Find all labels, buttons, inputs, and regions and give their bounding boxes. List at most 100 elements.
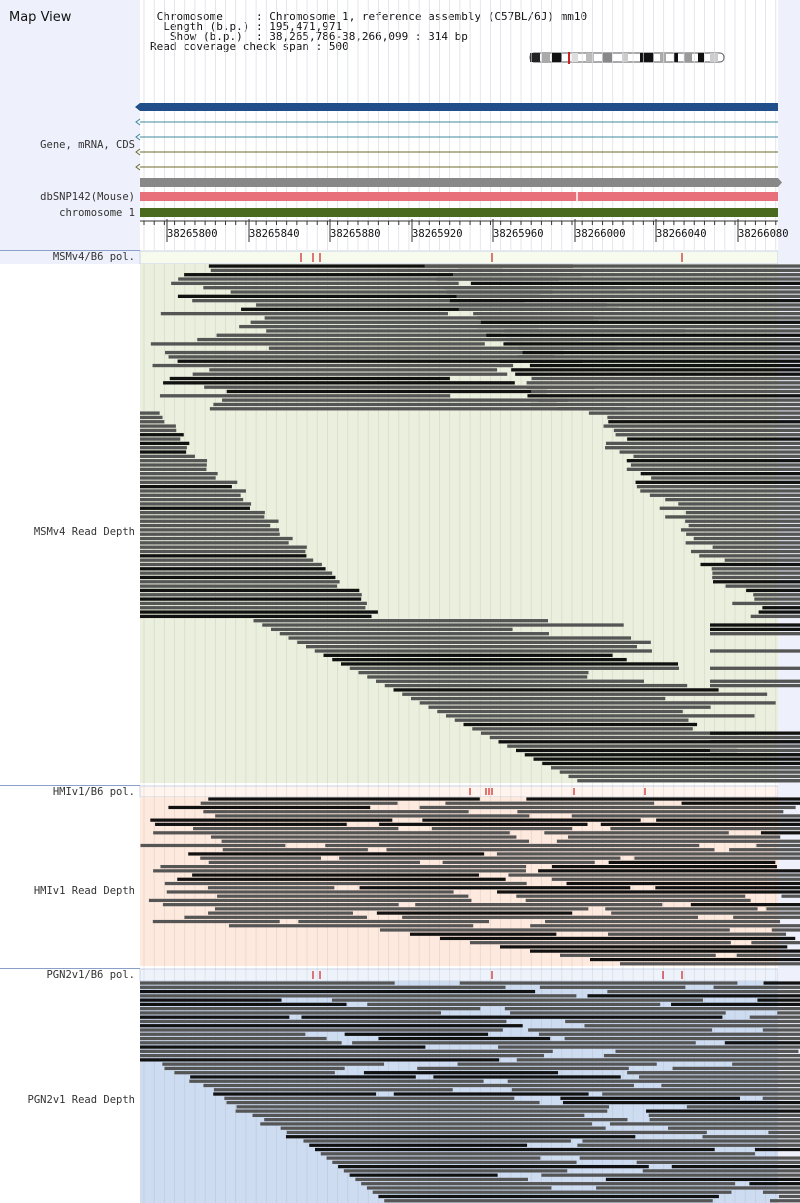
read [402, 692, 768, 696]
read [140, 1053, 545, 1058]
read [298, 919, 490, 924]
read [393, 1092, 589, 1096]
read [268, 346, 618, 350]
read [436, 277, 800, 281]
read [153, 831, 510, 835]
read [518, 346, 800, 350]
read [140, 411, 160, 415]
read [152, 363, 514, 368]
read [746, 588, 800, 593]
read [452, 273, 800, 277]
read [309, 1143, 528, 1147]
read [252, 1113, 585, 1118]
read [203, 810, 469, 814]
read [511, 368, 800, 372]
read [508, 873, 800, 877]
read [376, 679, 644, 683]
read [393, 688, 719, 692]
read [457, 1062, 657, 1066]
read [140, 454, 195, 459]
read [729, 848, 800, 852]
read [140, 515, 265, 519]
read [713, 580, 800, 584]
read [384, 683, 688, 688]
read [266, 329, 686, 333]
read [710, 632, 800, 636]
read [140, 985, 506, 989]
read [517, 810, 784, 814]
chromosome-track-label: chromosome 1 [59, 207, 135, 219]
read [531, 402, 800, 407]
read [587, 994, 800, 998]
cds-arrow [135, 163, 141, 171]
read [760, 831, 800, 835]
read [605, 1177, 800, 1182]
read [758, 610, 800, 614]
read [668, 1126, 800, 1130]
read [163, 381, 515, 385]
read [331, 998, 703, 1002]
read [140, 606, 366, 610]
read [343, 1169, 568, 1173]
read [516, 1058, 800, 1062]
read [140, 532, 280, 536]
read [539, 985, 686, 989]
read [140, 497, 244, 502]
read [402, 915, 698, 919]
read [446, 714, 755, 718]
gene-arrow [135, 103, 140, 111]
read [192, 873, 479, 877]
read [177, 294, 540, 298]
read [522, 350, 800, 355]
read [208, 797, 480, 801]
chromosome-ideogram[interactable] [528, 52, 728, 64]
read [325, 843, 700, 848]
read [306, 645, 637, 649]
read [367, 1002, 661, 1007]
ruler-tick-label: 38265880 [330, 228, 381, 240]
read [754, 597, 800, 601]
read [250, 320, 599, 324]
read [610, 826, 800, 831]
read [608, 420, 800, 424]
read [762, 1096, 800, 1100]
read [164, 1066, 345, 1071]
read [503, 342, 800, 346]
read [216, 333, 501, 337]
read [140, 1011, 442, 1015]
read [489, 735, 800, 740]
read [444, 286, 800, 290]
read [757, 998, 800, 1002]
read [688, 523, 800, 528]
read [190, 1075, 416, 1079]
read [140, 441, 190, 446]
read [690, 903, 800, 907]
read [303, 1139, 571, 1143]
read [659, 506, 800, 510]
read [712, 575, 800, 580]
read [155, 822, 347, 826]
read [516, 748, 738, 753]
read [605, 441, 800, 446]
ruler-tick-label: 38265960 [493, 228, 544, 240]
gene-track-label: Gene, mRNA, CDS [40, 139, 135, 151]
read [725, 584, 800, 588]
read [710, 740, 800, 744]
read [458, 268, 800, 273]
read [226, 1100, 540, 1105]
read [162, 1062, 385, 1066]
read [515, 372, 800, 376]
read [459, 303, 800, 307]
read [712, 545, 800, 549]
read [602, 1092, 800, 1096]
read [352, 1041, 696, 1045]
read [615, 433, 800, 437]
read [148, 898, 472, 903]
read [577, 1143, 800, 1147]
info-block: Chromosome : Chromosome 1, reference ass… [150, 11, 587, 52]
read [433, 1075, 621, 1079]
read [506, 337, 800, 342]
read [446, 290, 800, 294]
read [486, 333, 800, 337]
read [613, 428, 800, 433]
